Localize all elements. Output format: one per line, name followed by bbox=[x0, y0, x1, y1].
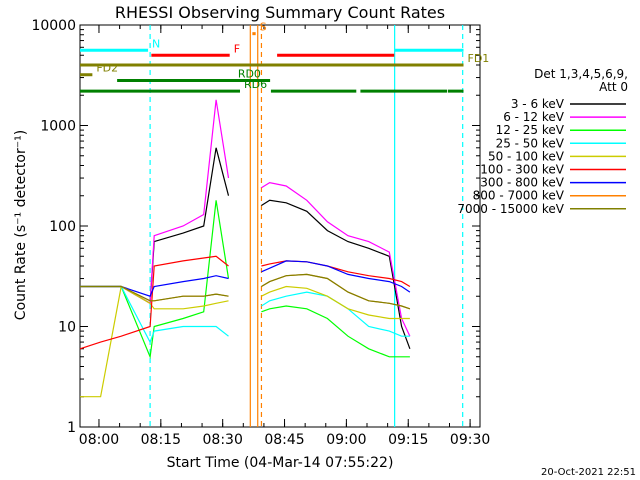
x-tick-label: 09:15 bbox=[388, 432, 428, 448]
flag-label: RD0 bbox=[238, 68, 261, 81]
y-tick-label: 10 bbox=[58, 320, 76, 336]
x-tick-label: 08:30 bbox=[203, 432, 243, 448]
plot-area: 1 10 100 1000 10000 08:00 08:15 08:30 08:45 09:00… bbox=[31, 18, 490, 448]
y-tick-label: 10000 bbox=[31, 18, 76, 34]
legend-label: 6 - 12 keV bbox=[503, 110, 565, 124]
legend-label: 25 - 50 keV bbox=[496, 136, 565, 150]
y-tick-label: 1000 bbox=[40, 119, 76, 135]
y-tick-label: 1 bbox=[67, 420, 76, 436]
legend-label: 12 - 25 keV bbox=[496, 123, 565, 137]
x-tick-label: 08:45 bbox=[264, 432, 304, 448]
legend-header: Det 1,3,4,5,6,9, bbox=[534, 67, 628, 81]
series-line bbox=[79, 255, 411, 350]
x-tick-label: 09:00 bbox=[326, 432, 366, 448]
plot-frame bbox=[79, 24, 481, 428]
legend-label: 800 - 7000 keV bbox=[473, 189, 565, 203]
legend-label: 3 - 6 keV bbox=[511, 97, 565, 111]
x-tick-label: 09:30 bbox=[450, 432, 490, 448]
flag-label: FD2 bbox=[96, 62, 118, 75]
flag-label: RD6 bbox=[244, 78, 267, 91]
legend-label: 300 - 800 keV bbox=[480, 176, 564, 190]
timestamp-footer: 20-Oct-2021 22:51 bbox=[541, 467, 636, 478]
y-tick-label: 100 bbox=[49, 219, 76, 235]
flag-label: N bbox=[152, 37, 160, 50]
flag-label: S bbox=[260, 21, 267, 34]
y-axis-label: Count Rate (s⁻¹ detector⁻¹) bbox=[13, 130, 29, 320]
series-line bbox=[80, 285, 410, 398]
series-line bbox=[80, 99, 411, 337]
legend-label: 100 - 300 keV bbox=[480, 163, 564, 177]
flag-label: FD1 bbox=[468, 52, 490, 65]
x-tick-label: 08:00 bbox=[79, 432, 119, 448]
legend-header: Att 0 bbox=[599, 80, 628, 94]
x-tick-label: 08:15 bbox=[141, 432, 181, 448]
legend-label: 50 - 100 keV bbox=[488, 149, 565, 163]
series-line bbox=[80, 273, 411, 310]
x-axis-label: Start Time (04-Mar-14 07:55:22) bbox=[167, 455, 394, 471]
chart-title: RHESSI Observing Summary Count Rates bbox=[115, 3, 445, 22]
flag-label: F bbox=[234, 42, 240, 55]
legend-label: 7000 - 15000 keV bbox=[457, 202, 564, 216]
